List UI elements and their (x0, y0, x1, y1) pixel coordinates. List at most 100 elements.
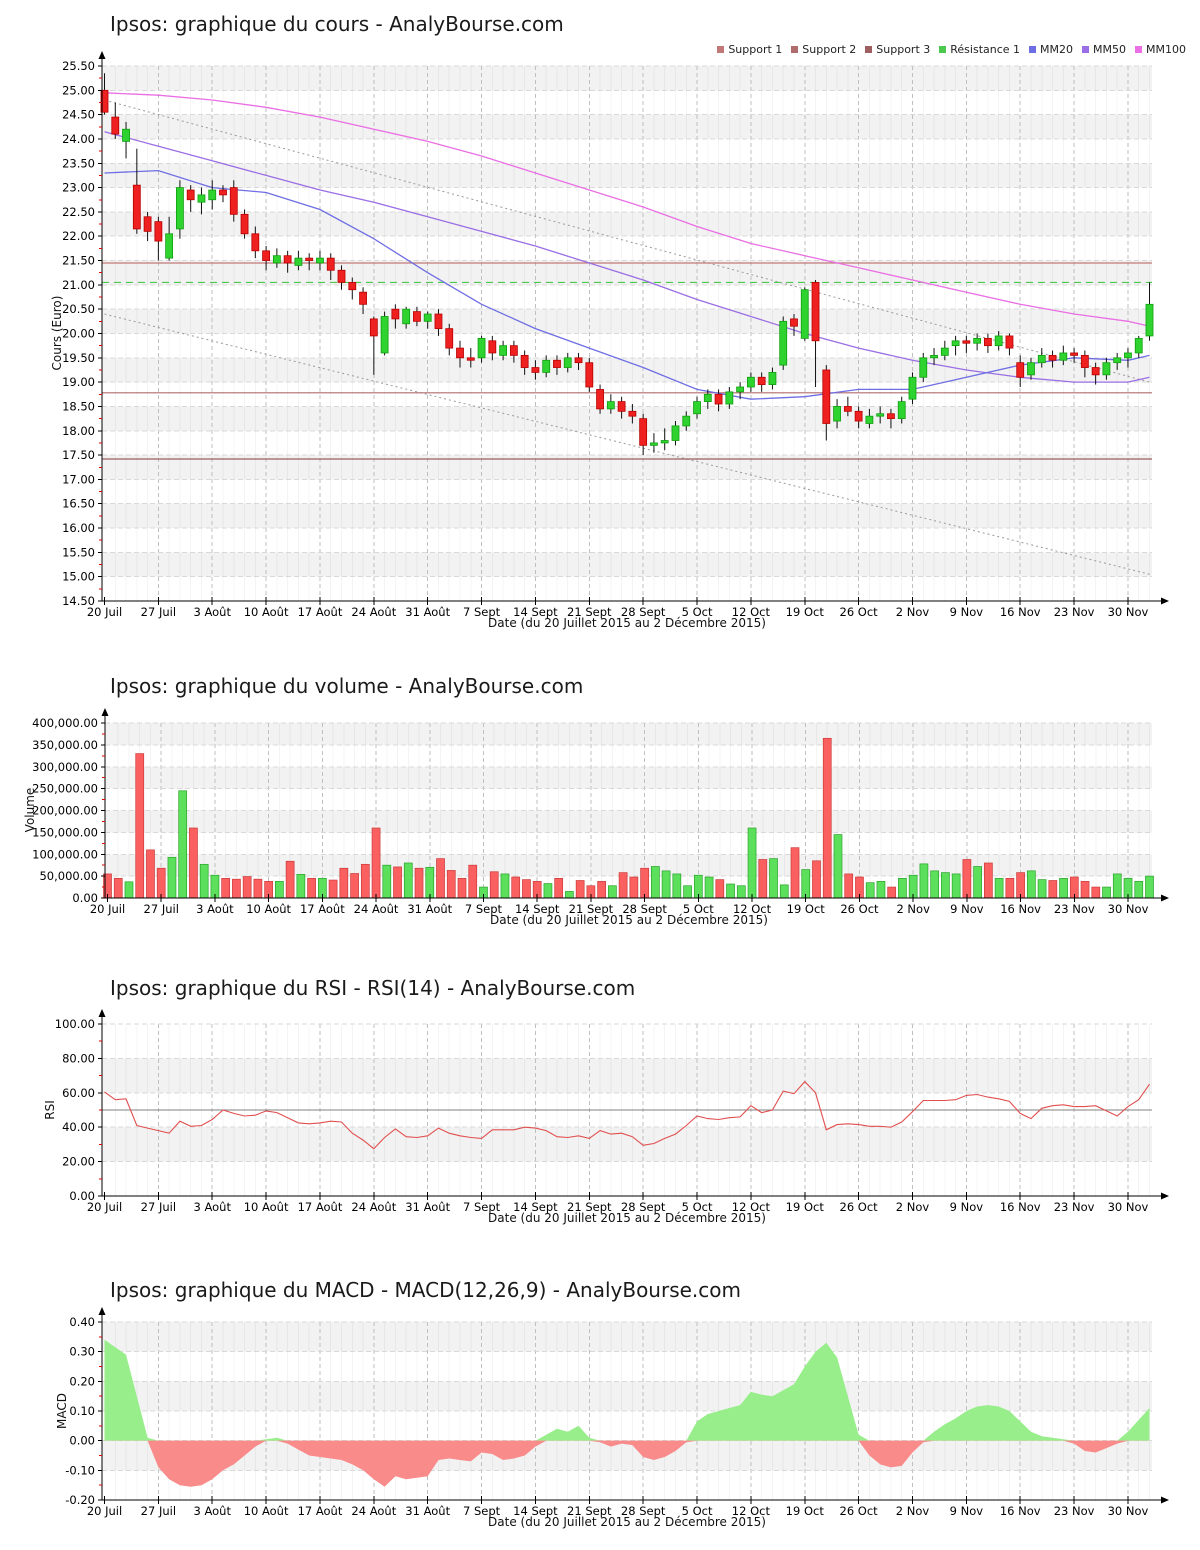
svg-text:20 Juil: 20 Juil (87, 1200, 122, 1214)
svg-text:10 Août: 10 Août (246, 902, 291, 916)
svg-text:16.00: 16.00 (62, 521, 95, 535)
legend-item-support-1: Support 1 (717, 43, 782, 56)
svg-text:28 Sept: 28 Sept (622, 902, 667, 916)
svg-text:0.00: 0.00 (69, 1434, 95, 1448)
svg-text:7 Sept: 7 Sept (463, 1504, 501, 1518)
svg-text:16 Nov: 16 Nov (1000, 1504, 1041, 1518)
rsi-y-axis-label: RSI (43, 1100, 57, 1120)
svg-text:16 Nov: 16 Nov (1000, 902, 1041, 916)
svg-text:150,000.00: 150,000.00 (32, 825, 98, 839)
svg-text:2 Nov: 2 Nov (896, 902, 930, 916)
volume-chart-title: Ipsos: graphique du volume - AnalyBourse… (110, 674, 584, 698)
rsi-chart-title: Ipsos: graphique du RSI - RSI(14) - Anal… (110, 976, 636, 1000)
svg-text:28 Sept: 28 Sept (621, 1200, 666, 1214)
svg-text:23 Nov: 23 Nov (1054, 902, 1095, 916)
svg-text:5 Oct: 5 Oct (683, 902, 714, 916)
svg-text:15.00: 15.00 (62, 570, 95, 584)
svg-text:2 Nov: 2 Nov (896, 1200, 930, 1214)
svg-text:14.50: 14.50 (62, 594, 95, 608)
svg-text:24.50: 24.50 (62, 108, 95, 122)
svg-text:19.50: 19.50 (62, 351, 95, 365)
svg-text:20 Juil: 20 Juil (87, 1504, 122, 1518)
svg-text:22.50: 22.50 (62, 205, 95, 219)
svg-text:7 Sept: 7 Sept (465, 902, 503, 916)
svg-text:21 Sept: 21 Sept (567, 1200, 612, 1214)
support-3-swatch-icon (865, 46, 873, 53)
svg-text:20.00: 20.00 (62, 327, 95, 341)
svg-text:5 Oct: 5 Oct (682, 605, 713, 619)
price-chart-title: Ipsos: graphique du cours - AnalyBourse.… (110, 12, 564, 36)
svg-text:16.50: 16.50 (62, 497, 95, 511)
svg-text:40.00: 40.00 (62, 1120, 95, 1134)
svg-text:31 Août: 31 Août (405, 605, 450, 619)
svg-text:400,000.00: 400,000.00 (32, 716, 98, 730)
svg-text:0.20: 0.20 (69, 1374, 95, 1388)
svg-text:17 Août: 17 Août (298, 605, 343, 619)
svg-text:350,000.00: 350,000.00 (32, 738, 98, 752)
svg-text:22.00: 22.00 (62, 229, 95, 243)
price-chart-legend: Support 1 Support 2 Support 3 Résistance 1 M… (717, 43, 1186, 56)
svg-text:24 Août: 24 Août (351, 605, 396, 619)
svg-text:250,000.00: 250,000.00 (32, 782, 98, 796)
svg-text:5 Oct: 5 Oct (682, 1200, 713, 1214)
svg-text:12 Oct: 12 Oct (732, 1200, 771, 1214)
macd-y-axis-label: MACD (55, 1393, 69, 1429)
svg-text:27 Juil: 27 Juil (141, 1504, 176, 1518)
svg-text:30 Nov: 30 Nov (1108, 902, 1149, 916)
svg-text:12 Oct: 12 Oct (733, 902, 772, 916)
svg-text:3 Août: 3 Août (193, 605, 231, 619)
legend-item-mm20: MM20 (1029, 43, 1073, 56)
svg-text:0.00: 0.00 (69, 1189, 95, 1203)
svg-text:20 Juil: 20 Juil (90, 902, 125, 916)
svg-text:3 Août: 3 Août (193, 1200, 231, 1214)
svg-text:19 Oct: 19 Oct (786, 1200, 825, 1214)
svg-text:23 Nov: 23 Nov (1054, 1200, 1095, 1214)
svg-text:200,000.00: 200,000.00 (32, 804, 98, 818)
svg-text:23 Nov: 23 Nov (1054, 605, 1095, 619)
svg-text:31 Août: 31 Août (405, 1200, 450, 1214)
svg-text:27 Juil: 27 Juil (144, 902, 179, 916)
volume-x-axis-label: Date (du 20 Juillet 2015 au 2 Décembre 2… (490, 913, 768, 927)
svg-text:19 Oct: 19 Oct (786, 1504, 825, 1518)
svg-text:20 Juil: 20 Juil (87, 605, 122, 619)
svg-text:10 Août: 10 Août (244, 605, 289, 619)
svg-text:30 Nov: 30 Nov (1108, 1504, 1149, 1518)
support-2-swatch-icon (791, 46, 799, 53)
svg-text:16 Nov: 16 Nov (1000, 605, 1041, 619)
svg-text:21 Sept: 21 Sept (567, 605, 612, 619)
svg-text:9 Nov: 9 Nov (950, 902, 984, 916)
rsi-x-axis-label: Date (du 20 Juillet 2015 au 2 Décembre 2… (488, 1211, 766, 1225)
svg-text:26 Oct: 26 Oct (840, 605, 879, 619)
svg-text:0.00: 0.00 (72, 891, 98, 905)
svg-text:0.30: 0.30 (69, 1345, 95, 1359)
svg-text:16 Nov: 16 Nov (1000, 1200, 1041, 1214)
svg-text:24.00: 24.00 (62, 132, 95, 146)
svg-text:9 Nov: 9 Nov (950, 605, 984, 619)
price-x-axis-label: Date (du 20 Juillet 2015 au 2 Décembre 2… (488, 616, 766, 630)
svg-text:24 Août: 24 Août (351, 1504, 396, 1518)
svg-text:60.00: 60.00 (62, 1086, 95, 1100)
svg-text:2 Nov: 2 Nov (896, 1504, 930, 1518)
svg-text:14 Sept: 14 Sept (513, 1504, 558, 1518)
svg-text:28 Sept: 28 Sept (621, 605, 666, 619)
svg-text:10 Août: 10 Août (244, 1200, 289, 1214)
svg-text:14 Sept: 14 Sept (515, 902, 560, 916)
macd-x-axis-label: Date (du 20 Juillet 2015 au 2 Décembre 2… (488, 1515, 766, 1529)
svg-text:26 Oct: 26 Oct (840, 902, 879, 916)
svg-text:17 Août: 17 Août (298, 1200, 343, 1214)
svg-text:21.50: 21.50 (62, 254, 95, 268)
svg-text:3 Août: 3 Août (196, 902, 234, 916)
svg-text:20.50: 20.50 (62, 302, 95, 316)
svg-text:21.00: 21.00 (62, 278, 95, 292)
svg-text:28 Sept: 28 Sept (621, 1504, 666, 1518)
svg-text:27 Juil: 27 Juil (141, 1200, 176, 1214)
svg-text:26 Oct: 26 Oct (840, 1504, 879, 1518)
svg-text:3 Août: 3 Août (193, 1504, 231, 1518)
svg-text:18.00: 18.00 (62, 424, 95, 438)
svg-text:24 Août: 24 Août (351, 1200, 396, 1214)
svg-text:2 Nov: 2 Nov (896, 605, 930, 619)
svg-text:14 Sept: 14 Sept (513, 605, 558, 619)
svg-text:7 Sept: 7 Sept (463, 605, 501, 619)
svg-text:14 Sept: 14 Sept (513, 1200, 558, 1214)
